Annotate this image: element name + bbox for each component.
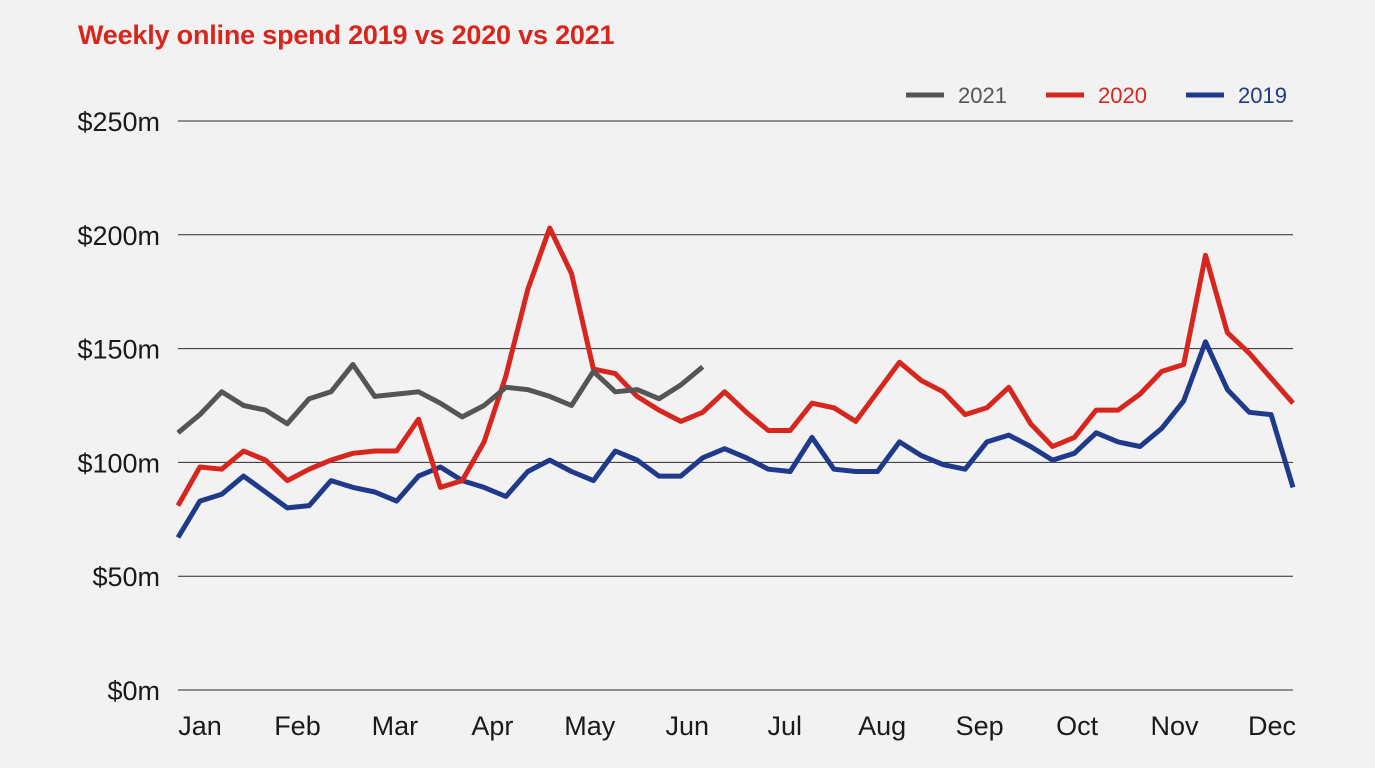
legend-label: 2019: [1238, 83, 1287, 108]
legend-item-2019: 2019: [1186, 83, 1287, 108]
x-tick-label: Oct: [1056, 711, 1099, 741]
x-tick-label: Mar: [372, 711, 419, 741]
y-tick-label: $200m: [77, 221, 160, 251]
x-tick-label: May: [564, 711, 616, 741]
x-tick-label: Nov: [1151, 711, 1200, 741]
y-tick-label: $50m: [92, 562, 160, 592]
legend-item-2021: 2021: [906, 83, 1007, 108]
x-tick-label: Jul: [767, 711, 802, 741]
y-tick-label: $0m: [107, 676, 160, 706]
x-tick-label: Feb: [274, 711, 321, 741]
series-line-2020: [175, 225, 1295, 507]
x-tick-label: Dec: [1248, 711, 1296, 741]
x-tick-label: Apr: [471, 711, 513, 741]
chart-title: Weekly online spend 2019 vs 2020 vs 2021: [78, 20, 615, 50]
series-line-2021: [176, 362, 705, 435]
y-tick-label: $150m: [77, 335, 160, 365]
x-tick-label: Aug: [858, 711, 906, 741]
x-tick-label: Sep: [956, 711, 1004, 741]
x-tick-label: Jan: [178, 711, 222, 741]
y-tick-label: $250m: [77, 107, 160, 137]
legend-item-2020: 2020: [1046, 83, 1147, 108]
x-tick-label: Jun: [665, 711, 709, 741]
legend-label: 2021: [958, 83, 1007, 108]
series-line-2019: [175, 339, 1296, 539]
y-tick-label: $100m: [77, 448, 160, 478]
legend-label: 2020: [1098, 83, 1147, 108]
